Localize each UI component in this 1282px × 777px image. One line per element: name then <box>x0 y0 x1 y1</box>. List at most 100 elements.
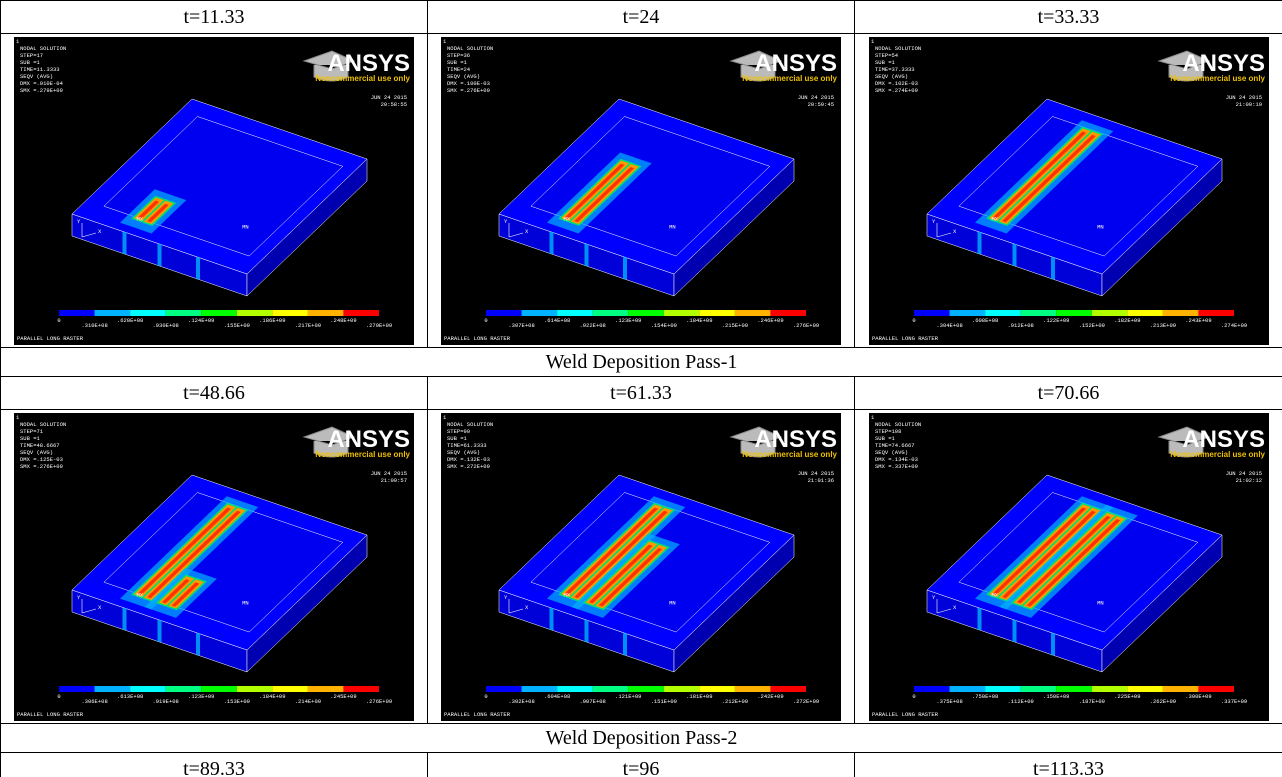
legend-swatch <box>95 686 131 692</box>
legend-swatch <box>1198 686 1234 692</box>
legend-label: .225E+09 <box>1114 693 1140 700</box>
legend-swatch <box>343 686 379 692</box>
legend-label: .272E+09 <box>793 698 819 705</box>
legend-swatch <box>1198 310 1234 316</box>
legend-swatch <box>557 310 593 316</box>
legend-label: 0 <box>484 693 487 700</box>
solution-info: SEQV (AVG) <box>447 73 480 80</box>
legend-label: .279E+09 <box>366 322 392 329</box>
legend-label: 0 <box>57 693 60 700</box>
solution-info: DMX =.132E-03 <box>447 456 490 463</box>
legend-swatch <box>770 686 806 692</box>
time-row: t=48.66t=61.33t=70.66 <box>1 377 1282 410</box>
edge-spot <box>585 620 589 642</box>
edge-spot <box>977 232 981 254</box>
solution-info: SMX =.337E+09 <box>875 463 918 470</box>
legend-swatch <box>308 310 344 316</box>
legend-swatch <box>628 310 664 316</box>
legend-label: .912E+08 <box>1007 322 1033 329</box>
legend-swatch <box>699 686 735 692</box>
legend-label: 0 <box>912 317 915 324</box>
footer: PARALLEL LONG RASTER <box>17 711 84 718</box>
legend-swatch <box>1127 686 1163 692</box>
max-label: MX <box>137 591 144 598</box>
image-cell: 1NODAL SOLUTIONSTEP=54SUB =1TIME=37.3333… <box>855 34 1282 348</box>
max-label: MX <box>564 215 571 222</box>
legend-swatch <box>735 310 771 316</box>
edge-spot <box>585 244 589 266</box>
legend-label: .184E+09 <box>686 317 712 324</box>
logo: ANSYS <box>327 50 410 77</box>
footer: PARALLEL LONG RASTER <box>444 711 511 718</box>
legend-swatch <box>1162 310 1198 316</box>
legend-label: 0 <box>57 317 60 324</box>
solution-info: STEP=90 <box>447 428 470 435</box>
legend-swatch <box>272 310 308 316</box>
legend-label: .212E+09 <box>722 698 748 705</box>
legend-swatch <box>985 310 1021 316</box>
legend-label: .184E+09 <box>259 693 285 700</box>
legend-swatch <box>699 310 735 316</box>
legend-label: .922E+08 <box>579 322 605 329</box>
solution-info: DMX =.100E-03 <box>447 80 490 87</box>
legend-label: .608E+08 <box>971 317 997 324</box>
legend-label: .123E+09 <box>615 317 641 324</box>
legend-swatch <box>486 310 522 316</box>
legend-swatch <box>1020 310 1056 316</box>
legend-label: .245E+09 <box>330 693 356 700</box>
legend-swatch <box>308 686 344 692</box>
caption-row: Weld Deposition Pass-2 <box>1 724 1282 753</box>
legend-label: .300E+09 <box>1185 693 1211 700</box>
solution-info: SEQV (AVG) <box>20 73 53 80</box>
time-label: t=70.66 <box>855 377 1282 410</box>
edge-spot <box>123 608 127 630</box>
legend-swatch <box>914 310 950 316</box>
figure: t=11.33t=24t=33.331NODAL SOLUTIONSTEP=17… <box>0 0 1282 777</box>
clock: 21:00:57 <box>381 477 407 484</box>
min-label: MN <box>242 223 249 230</box>
legend-swatch <box>628 686 664 692</box>
footer: PARALLEL LONG RASTER <box>872 711 939 718</box>
legend-label: .246E+09 <box>757 317 783 324</box>
legend-label: 0 <box>912 693 915 700</box>
legend-label: .151E+09 <box>651 698 677 705</box>
logo: ANSYS <box>754 50 837 77</box>
ansys-plot: 1NODAL SOLUTIONSTEP=108SUB =1TIME=74.666… <box>869 413 1269 721</box>
legend-swatch <box>1056 310 1092 316</box>
legend-label: .181E+09 <box>686 693 712 700</box>
solution-info: SUB =1 <box>20 59 41 66</box>
legend-swatch <box>166 310 202 316</box>
legend-swatch <box>1091 310 1127 316</box>
legend-swatch <box>343 310 379 316</box>
edge-spot <box>196 633 200 655</box>
legend-swatch <box>593 686 629 692</box>
edge-spot <box>977 608 981 630</box>
legend-label: .274E+09 <box>1220 322 1246 329</box>
solution-info: DMX =.102E-03 <box>875 80 918 87</box>
footer: PARALLEL LONG RASTER <box>444 335 511 342</box>
legend-swatch <box>59 310 95 316</box>
solution-info: DMX =.910E-04 <box>20 80 64 87</box>
min-label: MN <box>669 223 676 230</box>
legend-swatch <box>237 686 273 692</box>
legend-label: .307E+08 <box>508 322 534 329</box>
legend-swatch <box>1056 686 1092 692</box>
legend-swatch <box>949 310 985 316</box>
caption-row: Weld Deposition Pass-1 <box>1 348 1282 377</box>
solution-info: TIME=24 <box>447 66 471 73</box>
legend-swatch <box>1091 686 1127 692</box>
legend-swatch <box>201 686 237 692</box>
min-label: MN <box>1097 223 1104 230</box>
image-row: 1NODAL SOLUTIONSTEP=17SUB =1TIME=11.3333… <box>1 34 1282 348</box>
edge-spot <box>550 232 554 254</box>
time-label: t=11.33 <box>1 1 428 34</box>
solution-info: TIME=61.3333 <box>447 442 487 449</box>
legend-label: .150E+09 <box>1043 693 1069 700</box>
solution-info: TIME=11.3333 <box>20 66 60 73</box>
legend-label: .310E+08 <box>81 322 107 329</box>
legend-swatch <box>770 310 806 316</box>
max-label: MX <box>137 215 144 222</box>
solution-info: SMX =.279E+09 <box>20 87 63 94</box>
footer: PARALLEL LONG RASTER <box>17 335 84 342</box>
